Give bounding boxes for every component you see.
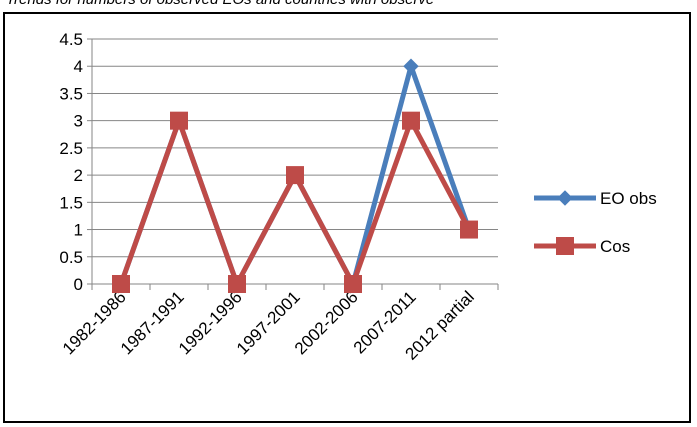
y-tick-label: 4	[74, 57, 83, 76]
y-tick-label: 1.5	[59, 193, 83, 212]
data-point	[344, 275, 362, 293]
data-point	[228, 275, 246, 293]
data-point	[170, 111, 188, 130]
chart-frame	[3, 12, 691, 423]
data-point	[402, 111, 420, 130]
y-tick-label: 0.5	[59, 248, 83, 267]
y-tick-label: 3	[74, 112, 83, 131]
data-point	[112, 275, 130, 293]
legend-label: Cos	[600, 237, 630, 256]
chart-caption: Trends for numbers of observed EOs and c…	[6, 0, 434, 8]
y-tick-label: 3.5	[59, 84, 83, 103]
y-tick-label: 0	[74, 275, 83, 294]
y-tick-label: 2	[74, 166, 83, 185]
legend-marker	[557, 190, 573, 206]
y-tick-label: 2.5	[59, 139, 83, 158]
y-tick-label: 1	[74, 221, 83, 240]
x-tick-label: 2002-2006	[291, 287, 362, 358]
legend-label: EO obs	[600, 189, 657, 208]
data-point	[460, 220, 478, 239]
data-point	[403, 58, 419, 74]
data-point	[286, 166, 304, 185]
legend-marker	[556, 237, 574, 255]
y-tick-label: 4.5	[59, 30, 83, 49]
